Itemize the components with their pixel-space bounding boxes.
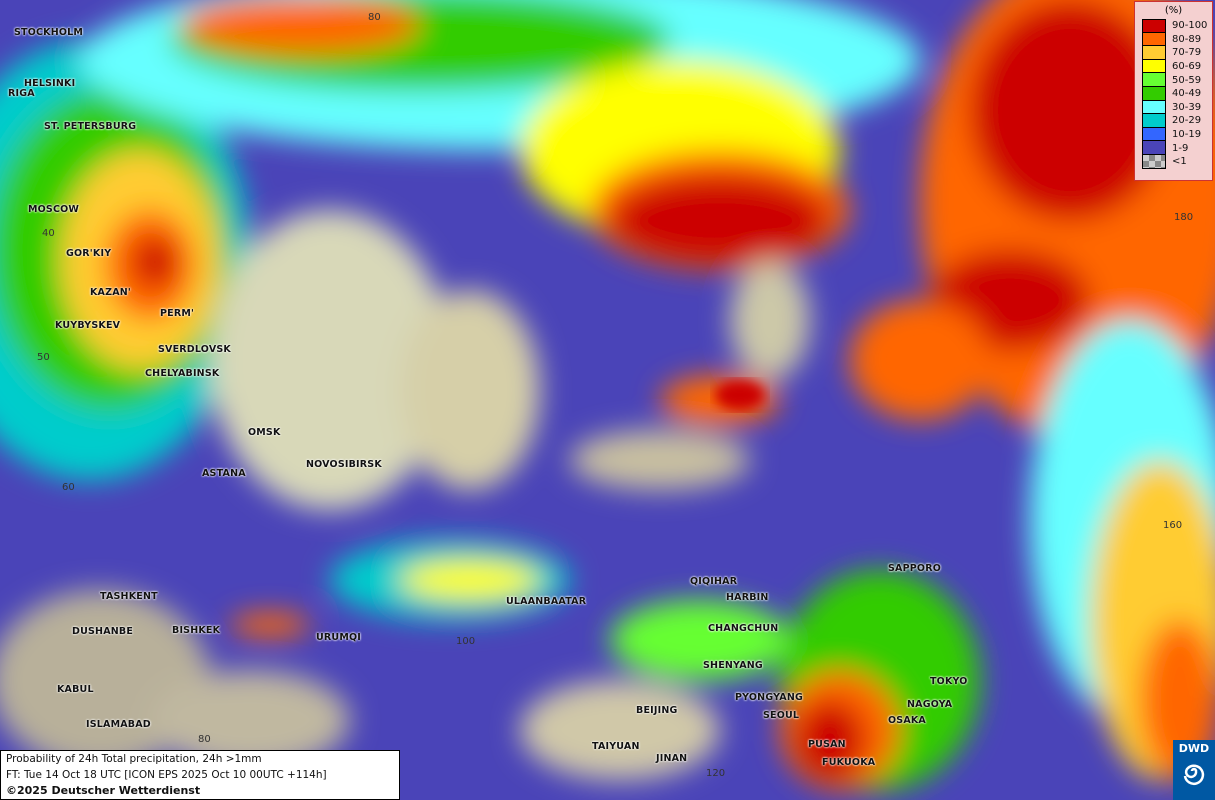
- city-label: ULAANBAATAR: [506, 596, 587, 607]
- city-label: NOVOSIBIRSK: [306, 459, 382, 470]
- city-label: KABUL: [57, 684, 94, 695]
- city-label: NAGOYA: [907, 699, 953, 710]
- grid-label: 120: [706, 768, 726, 779]
- legend-label: 90-100: [1172, 20, 1208, 32]
- grid-label: 160: [1163, 520, 1183, 531]
- legend-entry: 10-19: [1135, 127, 1212, 142]
- city-label: CHANGCHUN: [708, 623, 779, 634]
- grid-label: 80: [198, 734, 211, 745]
- city-label: TAIYUAN: [592, 741, 640, 752]
- logo-text: DWD: [1178, 742, 1210, 755]
- legend-entry: 80-89: [1135, 32, 1212, 47]
- legend-swatch: [1142, 59, 1166, 74]
- city-label: BISHKEK: [172, 625, 221, 636]
- legend-swatch: [1142, 100, 1166, 115]
- legend-swatch: [1142, 86, 1166, 101]
- legend-entry: 90-100: [1135, 19, 1212, 33]
- swirl-icon: [1183, 764, 1205, 785]
- city-label: TASHKENT: [100, 591, 158, 602]
- grid-label: 80: [368, 12, 381, 23]
- city-label: SEOUL: [763, 710, 800, 721]
- city-label: SVERDLOVSK: [158, 344, 231, 355]
- grid-label: 100: [456, 636, 476, 647]
- grid-label: 50: [37, 352, 50, 363]
- legend-entry: 50-59: [1135, 73, 1212, 87]
- city-label: KUYBYSKEV: [55, 320, 121, 331]
- city-label: MOSCOW: [28, 204, 80, 215]
- city-label: DUSHANBE: [72, 626, 134, 637]
- copyright: ©2025 Deutscher Wetterdienst: [6, 784, 201, 797]
- grid-label: 40: [42, 228, 55, 239]
- city-label: BEIJING: [636, 705, 678, 716]
- legend-swatch: [1142, 114, 1166, 128]
- legend-entry: 40-49: [1135, 86, 1212, 101]
- city-label: QIQIHAR: [690, 576, 738, 587]
- city-label: OSAKA: [888, 715, 926, 726]
- city-label: CHELYABINSK: [145, 368, 220, 379]
- city-label: SHENYANG: [703, 660, 763, 671]
- legend-swatch: [1142, 73, 1166, 87]
- city-label: TOKYO: [930, 676, 968, 687]
- grid-label: 180: [1174, 212, 1194, 223]
- city-label: PUSAN: [808, 739, 846, 750]
- city-label: PERM': [160, 308, 195, 319]
- grid-label: 60: [62, 482, 75, 493]
- city-label: URUMQI: [316, 632, 362, 643]
- city-label: OMSK: [248, 427, 281, 438]
- legend-label: 80-89: [1172, 33, 1202, 45]
- legend-unit: (%): [1164, 5, 1183, 16]
- legend-label: 10-19: [1172, 129, 1202, 141]
- legend-label: 60-69: [1172, 61, 1202, 73]
- legend-swatch: [1142, 46, 1166, 60]
- legend-label: 50-59: [1172, 74, 1202, 86]
- city-label: STOCKHOLM: [14, 27, 84, 38]
- city-label: KAZAN': [90, 287, 132, 298]
- city-label: JINAN: [656, 753, 688, 764]
- info-box: Probability of 24h Total precipitation, …: [0, 750, 400, 800]
- city-label: SAPPORO: [888, 563, 941, 574]
- legend-label: 30-39: [1172, 101, 1202, 113]
- legend-label: 1-9: [1172, 142, 1189, 154]
- legend-entry: 60-69: [1135, 59, 1212, 74]
- legend-entry: <1: [1135, 154, 1212, 169]
- legend-entry: 70-79: [1135, 46, 1212, 60]
- legend-swatch: [1142, 19, 1166, 33]
- legend-entry: 30-39: [1135, 100, 1212, 115]
- legend-swatch: [1142, 154, 1166, 169]
- city-label: RIGA: [8, 88, 35, 99]
- legend-label: 70-79: [1172, 47, 1202, 59]
- map-title: Probability of 24h Total precipitation, …: [6, 753, 262, 765]
- legend-swatch: [1142, 127, 1166, 142]
- legend-swatch: [1142, 32, 1166, 47]
- city-label: HARBIN: [726, 592, 769, 603]
- dwd-logo: DWD: [1173, 740, 1215, 800]
- legend-swatch: [1142, 141, 1166, 155]
- legend-entry: 20-29: [1135, 114, 1212, 128]
- city-label: ISLAMABAD: [86, 719, 151, 730]
- forecast-time: FT: Tue 14 Oct 18 UTC [ICON EPS 2025 Oct…: [6, 768, 327, 781]
- city-label: ST. PETERSBURG: [44, 121, 137, 132]
- legend-label: <1: [1172, 156, 1187, 168]
- legend-entry: 1-9: [1135, 141, 1212, 155]
- city-label: PYONGYANG: [735, 692, 803, 703]
- city-label: FUKUOKA: [822, 757, 876, 768]
- city-label: HELSINKI: [24, 78, 76, 89]
- city-label: ASTANA: [202, 468, 246, 479]
- city-label: GOR'KIY: [66, 248, 112, 259]
- legend: (%) 90-100 80-89 70-79 60-69 50-59 40-49 30-39…: [1134, 1, 1213, 181]
- legend-label: 20-29: [1172, 115, 1202, 127]
- legend-label: 40-49: [1172, 88, 1202, 100]
